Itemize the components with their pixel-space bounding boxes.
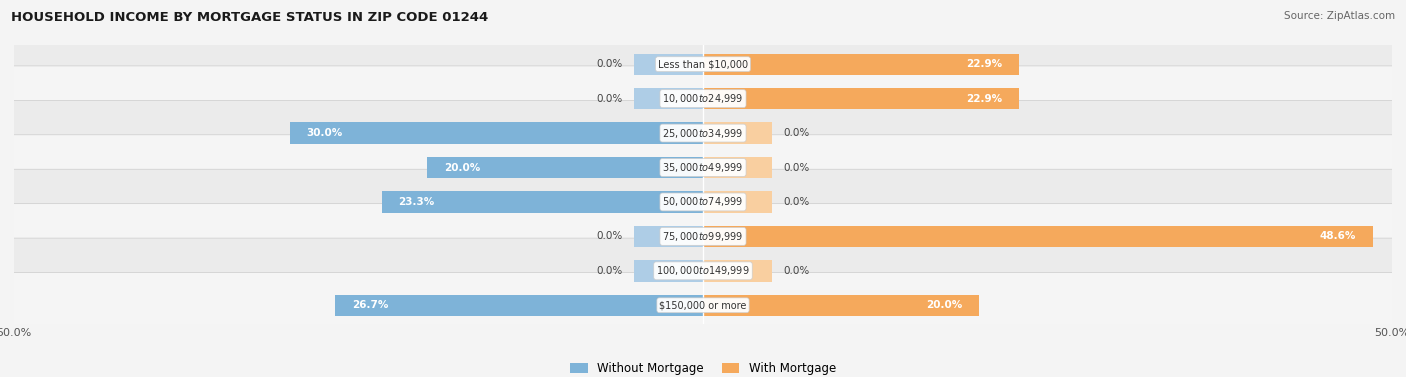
FancyBboxPatch shape xyxy=(7,135,1399,200)
Text: $35,000 to $49,999: $35,000 to $49,999 xyxy=(662,161,744,174)
FancyBboxPatch shape xyxy=(7,66,1399,131)
Bar xyxy=(634,260,703,282)
FancyBboxPatch shape xyxy=(7,204,1399,269)
Text: 0.0%: 0.0% xyxy=(783,128,810,138)
Text: $10,000 to $24,999: $10,000 to $24,999 xyxy=(662,92,744,105)
Bar xyxy=(382,191,703,213)
Bar xyxy=(634,54,703,75)
Bar xyxy=(703,88,1018,109)
Bar xyxy=(703,294,979,316)
Text: Less than $10,000: Less than $10,000 xyxy=(658,59,748,69)
Text: 48.6%: 48.6% xyxy=(1320,231,1357,241)
Text: HOUSEHOLD INCOME BY MORTGAGE STATUS IN ZIP CODE 01244: HOUSEHOLD INCOME BY MORTGAGE STATUS IN Z… xyxy=(11,11,488,24)
Text: 0.0%: 0.0% xyxy=(783,162,810,173)
Text: 26.7%: 26.7% xyxy=(352,300,388,310)
Text: Source: ZipAtlas.com: Source: ZipAtlas.com xyxy=(1284,11,1395,21)
FancyBboxPatch shape xyxy=(7,100,1399,166)
Text: 0.0%: 0.0% xyxy=(596,231,623,241)
Bar xyxy=(703,54,1018,75)
Bar xyxy=(634,88,703,109)
Text: $50,000 to $74,999: $50,000 to $74,999 xyxy=(662,195,744,208)
Bar xyxy=(703,191,772,213)
Text: 23.3%: 23.3% xyxy=(398,197,434,207)
Text: 20.0%: 20.0% xyxy=(925,300,962,310)
Bar xyxy=(703,260,772,282)
Text: $150,000 or more: $150,000 or more xyxy=(659,300,747,310)
Bar xyxy=(427,157,703,178)
Text: 0.0%: 0.0% xyxy=(596,93,623,104)
Bar xyxy=(290,123,703,144)
FancyBboxPatch shape xyxy=(7,31,1399,97)
Bar xyxy=(634,226,703,247)
Text: 0.0%: 0.0% xyxy=(783,197,810,207)
FancyBboxPatch shape xyxy=(7,169,1399,234)
Text: 0.0%: 0.0% xyxy=(596,59,623,69)
Text: $75,000 to $99,999: $75,000 to $99,999 xyxy=(662,230,744,243)
Text: 20.0%: 20.0% xyxy=(444,162,481,173)
FancyBboxPatch shape xyxy=(7,238,1399,303)
Text: 22.9%: 22.9% xyxy=(966,59,1002,69)
Text: $25,000 to $34,999: $25,000 to $34,999 xyxy=(662,127,744,139)
Legend: Without Mortgage, With Mortgage: Without Mortgage, With Mortgage xyxy=(565,357,841,377)
Text: 0.0%: 0.0% xyxy=(783,266,810,276)
FancyBboxPatch shape xyxy=(7,273,1399,338)
Text: 0.0%: 0.0% xyxy=(596,266,623,276)
Bar xyxy=(703,226,1372,247)
Bar xyxy=(335,294,703,316)
Bar xyxy=(703,123,772,144)
Text: $100,000 to $149,999: $100,000 to $149,999 xyxy=(657,264,749,277)
Text: 30.0%: 30.0% xyxy=(307,128,343,138)
Bar xyxy=(703,157,772,178)
Text: 22.9%: 22.9% xyxy=(966,93,1002,104)
